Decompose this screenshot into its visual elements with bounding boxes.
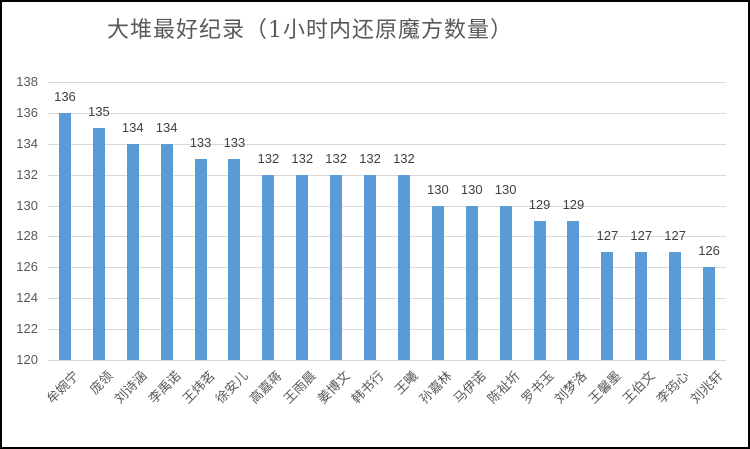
gridline [48,205,726,207]
bar [533,221,546,360]
y-tick-label: 134 [16,135,38,151]
y-tick-label: 130 [16,197,38,213]
bar [601,251,614,360]
data-label: 127 [630,227,653,243]
y-tick-label: 124 [16,290,38,306]
bar [567,221,580,360]
data-label: 130 [460,181,483,197]
bar [58,112,71,360]
data-label: 134 [121,119,144,135]
y-tick-label: 128 [16,228,38,244]
data-label: 130 [426,181,449,197]
gridline [48,82,726,83]
data-label: 132 [359,150,381,166]
bar [465,205,478,360]
data-label: 135 [87,104,110,120]
data-label: 130 [494,181,517,197]
y-tick-label: 136 [16,104,38,120]
plot-area: 120 122 124 126 128 130 132 134 136 138 136 135 134 1… [16,74,726,367]
chart-title: 大堆最好纪录（1小时内还原魔方数量） [107,18,513,43]
data-label: 132 [325,150,347,166]
bar [126,143,139,360]
gridline [48,174,726,176]
y-tick-label: 132 [16,166,38,182]
y-tick-label: 122 [16,321,38,337]
bar [92,128,105,360]
bar [635,251,648,360]
data-label: 129 [562,197,585,212]
data-label: 134 [155,119,178,135]
data-label: 127 [596,227,619,243]
data-label: 129 [528,197,551,212]
bar [262,174,275,360]
gridline [48,112,726,114]
y-tick-label: 126 [16,259,38,275]
data-label: 127 [664,227,686,243]
bar [397,174,410,360]
bar [330,174,343,360]
bar [499,205,512,360]
bar [194,159,207,360]
gridline [48,360,726,361]
y-tick-label: 138 [16,74,38,89]
data-label: 132 [257,150,280,166]
data-label: 133 [189,135,212,151]
bar [431,205,444,360]
gridline [48,236,726,238]
gridline [48,143,726,145]
bar [296,174,309,360]
data-label: 136 [54,88,76,104]
data-label: 132 [291,150,314,166]
gridline [48,329,726,331]
bar [160,143,173,360]
gridline [48,298,726,300]
gridline [48,267,726,269]
bar [703,267,716,360]
y-tick-label: 120 [16,352,38,367]
bar [669,251,682,360]
data-label: 132 [393,150,415,166]
bar [364,174,377,360]
bar [228,159,241,360]
data-label: 126 [698,243,720,259]
data-label: 133 [223,135,246,151]
